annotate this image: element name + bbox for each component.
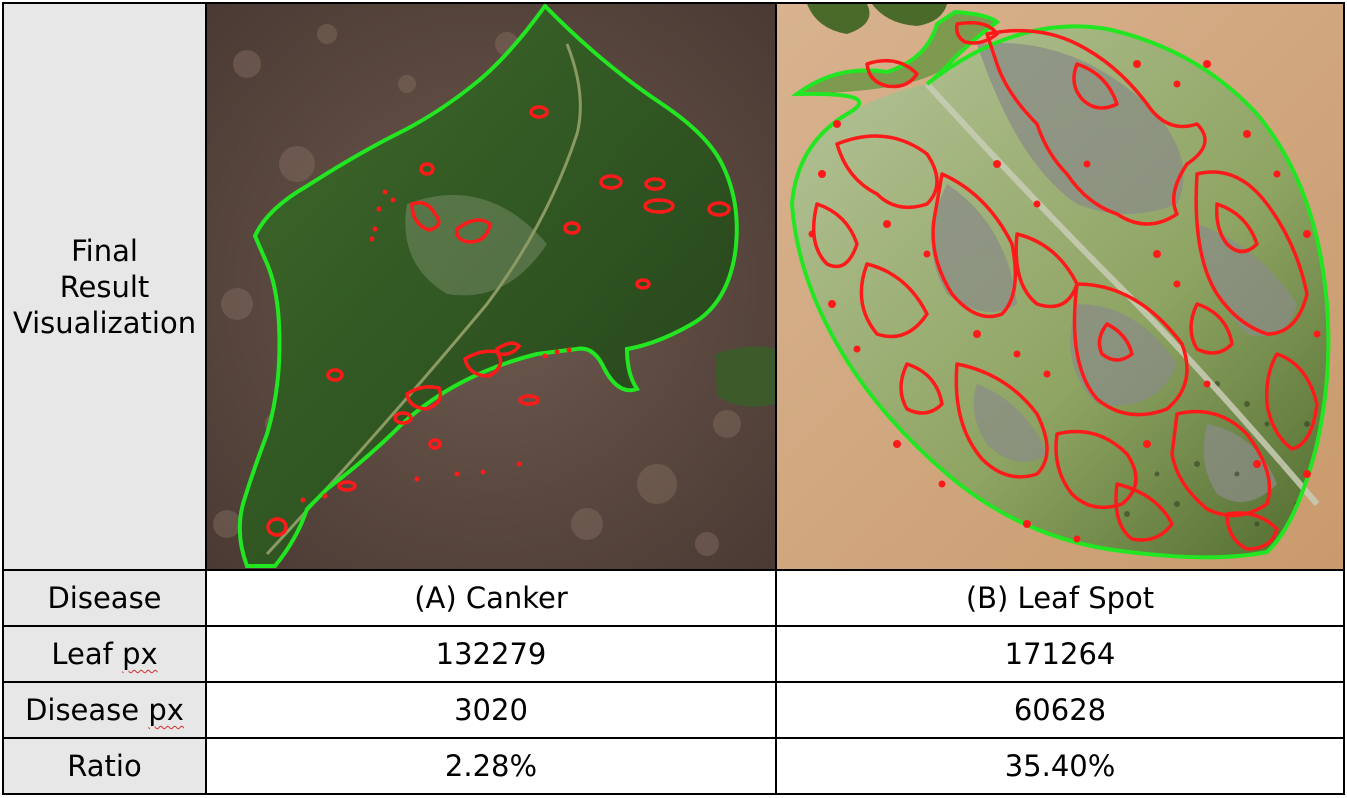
disease-spots (808, 60, 1321, 543)
visualization-label-line-2: Result (59, 269, 150, 304)
disease-px-label-unit: px (148, 693, 184, 727)
leaf-px-row-label: Leaf px (2, 625, 207, 683)
leaf-spot-leaf-illustration (778, 5, 1342, 568)
ratio-row: Ratio 2.28% 35.40% (2, 737, 1345, 795)
small-leaf (715, 346, 774, 407)
disease-px-row-label: Disease px (2, 681, 207, 739)
canker-disease-cell: (A) Canker (205, 569, 777, 627)
canker-ratio-cell: 2.28% (205, 737, 777, 795)
leaf-px-label-unit: px (122, 637, 158, 671)
visualization-label-line-1: Final (71, 233, 138, 268)
leaf-midrib (265, 43, 582, 556)
canker-leaf-image (205, 2, 777, 571)
leaf-spot-disease-px-cell: 60628 (775, 681, 1345, 739)
canker-leaf-px-cell: 132279 (205, 625, 777, 683)
disease-row: Disease (A) Canker (B) Leaf Spot (2, 569, 1345, 627)
disease-contours (266, 105, 731, 537)
visualization-row: Final Result Visualization (2, 2, 1345, 571)
leaf-midrib (924, 81, 1320, 506)
leaf-contour (237, 5, 739, 568)
visualization-label-line-3: Visualization (12, 305, 197, 340)
visualization-row-label: Final Result Visualization (2, 2, 207, 571)
disease-px-row: Disease px 3020 60628 (2, 681, 1345, 739)
disease-spots (300, 189, 572, 503)
canker-leaf-illustration (208, 5, 774, 568)
necrotic-patches (932, 42, 1297, 502)
top-leaves (807, 5, 947, 34)
disease-contours (811, 21, 1319, 551)
disease-px-label-word: Disease (25, 693, 140, 727)
disease-row-label: Disease (2, 569, 207, 627)
canker-disease-px-cell: 3020 (205, 681, 777, 739)
leaf-contour (789, 9, 1331, 560)
leaf-spot-leaf-px-cell: 171264 (775, 625, 1345, 683)
leaf-px-label-word: Leaf (51, 637, 113, 671)
leaf-body (239, 6, 737, 566)
leaf-spot-disease-cell: (B) Leaf Spot (775, 569, 1345, 627)
ratio-row-label: Ratio (2, 737, 207, 795)
leaf-spot-ratio-cell: 35.40% (775, 737, 1345, 795)
leaf-px-row: Leaf px 132279 171264 (2, 625, 1345, 683)
leaf-spot-leaf-image (775, 2, 1345, 571)
